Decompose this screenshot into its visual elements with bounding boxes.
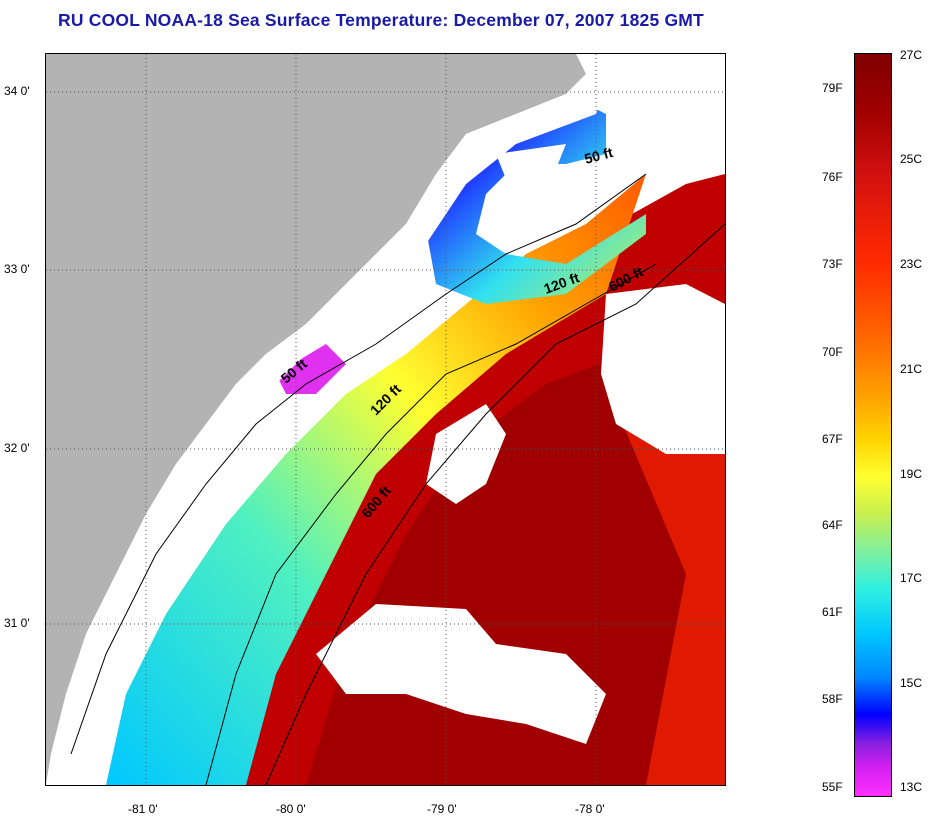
lon-label-79: -79 0': [427, 802, 457, 816]
warm-offshore-band: [606, 354, 725, 785]
colorbar-c-label: 23C: [900, 257, 923, 271]
cold-patch-south: [276, 344, 346, 394]
lon-label-81: -81 0': [128, 802, 158, 816]
colorbar-c-label: 13C: [900, 780, 923, 794]
lon-label-80: -80 0': [276, 802, 306, 816]
colorbar-c-label: 19C: [900, 467, 923, 481]
shelf-water: [106, 174, 646, 785]
cloud-patch-4: [496, 144, 566, 204]
colorbar-c-label: 21C: [900, 362, 923, 376]
map-title: RU COOL NOAA-18 Sea Surface Temperature:…: [58, 10, 704, 30]
lon-label-78: -78 0': [575, 802, 605, 816]
depth-label-50ft-north: 50 ft: [583, 144, 615, 167]
colorbar-c-label: 15C: [900, 676, 923, 690]
colorbar-f-label: 76F: [822, 170, 843, 184]
colorbar-c-label: 25C: [900, 152, 923, 166]
cloud-patch-3: [601, 284, 725, 454]
colorbar-f-label: 67F: [822, 432, 843, 446]
depth-contours: [70, 173, 725, 785]
lat-label-32: 32 0': [4, 441, 30, 455]
coastal-white-strip: [46, 74, 606, 785]
lat-label-34: 34 0': [4, 84, 30, 98]
lat-label-31: 31 0': [4, 616, 30, 630]
colorbar-f-label: 73F: [822, 257, 843, 271]
contour-600ft: [265, 223, 725, 785]
sst-map: 50 ft 120 ft 600 ft 50 ft 120 ft 600 ft: [45, 53, 726, 786]
sst-map-canvas: 50 ft 120 ft 600 ft 50 ft 120 ft 600 ft: [46, 54, 725, 785]
temperature-colorbar: [854, 53, 892, 797]
lat-label-33: 33 0': [4, 262, 30, 276]
colorbar-c-label: 17C: [900, 571, 923, 585]
colorbar-f-label: 55F: [822, 780, 843, 794]
colorbar-f-label: 70F: [822, 345, 843, 359]
contour-50ft: [70, 173, 647, 755]
land-mass: [46, 54, 586, 785]
colorbar-f-label: 58F: [822, 692, 843, 706]
contour-120ft: [205, 263, 657, 785]
cloud-patch-2: [316, 604, 606, 744]
colorbar-f-label: 64F: [822, 518, 843, 532]
colorbar-f-label: 79F: [822, 81, 843, 95]
colorbar-f-label: 61F: [822, 605, 843, 619]
colorbar-c-label: 27C: [900, 48, 923, 62]
